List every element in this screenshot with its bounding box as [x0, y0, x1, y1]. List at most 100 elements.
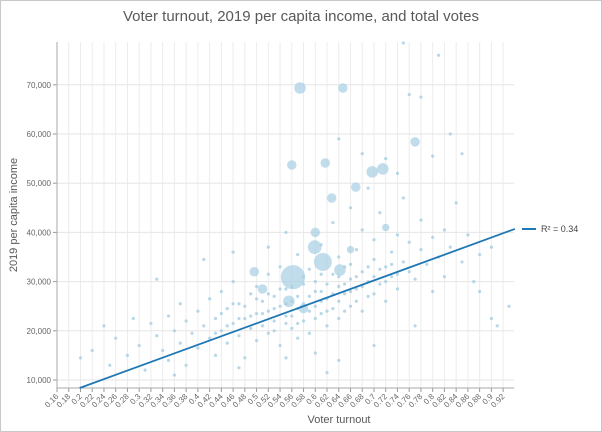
data-point	[219, 311, 223, 316]
data-point	[337, 275, 341, 279]
data-point	[155, 277, 159, 281]
x-tick-label: 0.92	[489, 392, 507, 410]
data-point	[301, 319, 306, 323]
data-point	[348, 206, 353, 210]
data-point-large	[280, 265, 306, 290]
data-point	[143, 368, 147, 372]
data-point	[343, 282, 347, 286]
data-point-large	[366, 166, 379, 178]
data-point	[395, 171, 400, 175]
data-point-large	[287, 160, 297, 170]
data-point	[202, 257, 206, 262]
data-point	[419, 248, 423, 252]
data-point	[260, 299, 265, 303]
data-point	[472, 280, 476, 284]
data-point	[337, 316, 341, 321]
data-point-large	[257, 284, 268, 294]
data-point	[196, 309, 200, 313]
data-point	[260, 324, 265, 328]
data-point	[272, 307, 276, 311]
data-point	[172, 373, 176, 377]
data-point	[436, 53, 441, 57]
data-point	[237, 334, 241, 338]
y-tick-label: 20,000	[27, 327, 52, 336]
data-point-large	[249, 267, 259, 277]
data-point	[319, 311, 323, 316]
data-point	[284, 287, 288, 291]
data-point	[325, 371, 329, 375]
data-point	[196, 346, 200, 350]
data-point	[208, 336, 212, 340]
data-point	[114, 336, 118, 340]
points-layer	[78, 41, 511, 377]
data-point	[313, 316, 317, 321]
data-point	[372, 257, 376, 262]
data-point	[413, 277, 417, 281]
data-point-large	[382, 223, 390, 232]
data-point	[166, 358, 171, 362]
data-point	[343, 309, 347, 313]
data-point	[184, 363, 188, 367]
x-axis-label: Voter turnout	[308, 414, 371, 426]
data-point	[237, 316, 241, 321]
data-point	[401, 41, 405, 45]
data-point	[284, 314, 288, 318]
data-point	[296, 336, 300, 340]
data-point	[231, 250, 235, 254]
trendline-layer	[79, 228, 516, 389]
data-point	[178, 341, 182, 345]
data-point	[384, 265, 388, 269]
data-point	[307, 294, 312, 298]
legend[interactable]: R² = 0.34	[522, 224, 578, 234]
data-point	[507, 304, 511, 308]
data-point	[366, 294, 370, 298]
data-point	[360, 152, 364, 156]
data-point	[348, 289, 353, 294]
data-point	[254, 297, 259, 301]
data-point	[425, 262, 429, 266]
data-point	[360, 270, 364, 274]
data-point	[489, 316, 493, 321]
data-point	[78, 356, 83, 360]
data-point	[243, 316, 247, 321]
data-point	[442, 228, 447, 232]
trendline	[79, 228, 516, 389]
data-point	[460, 152, 464, 156]
data-point	[360, 228, 364, 232]
data-point	[466, 233, 470, 237]
data-point	[225, 341, 229, 345]
data-point	[166, 314, 171, 318]
data-point	[249, 326, 253, 330]
y-tick-label: 10,000	[27, 376, 52, 385]
data-point-large	[320, 158, 331, 168]
data-point-large	[326, 193, 337, 203]
data-point	[102, 324, 106, 328]
data-point	[337, 358, 341, 362]
gridlines	[56, 42, 514, 388]
data-point	[384, 280, 388, 284]
data-point	[389, 250, 394, 254]
data-point	[125, 353, 130, 357]
data-point	[372, 292, 376, 296]
data-point	[290, 314, 294, 318]
data-point	[307, 331, 312, 335]
data-point	[401, 260, 405, 264]
data-point	[378, 282, 382, 286]
legend-r-squared: R² = 0.34	[541, 224, 578, 234]
data-point	[243, 356, 247, 360]
data-point	[155, 334, 159, 338]
data-point	[272, 294, 276, 298]
data-point	[378, 211, 382, 215]
data-point	[149, 321, 153, 326]
data-point	[419, 218, 423, 222]
data-point	[354, 275, 358, 279]
data-point	[278, 304, 282, 308]
data-point	[213, 331, 218, 335]
data-point	[213, 353, 218, 357]
data-point	[290, 326, 294, 330]
data-point	[278, 265, 282, 269]
data-point	[419, 95, 423, 99]
y-tick-label: 70,000	[27, 81, 52, 90]
data-point-large	[338, 83, 348, 93]
